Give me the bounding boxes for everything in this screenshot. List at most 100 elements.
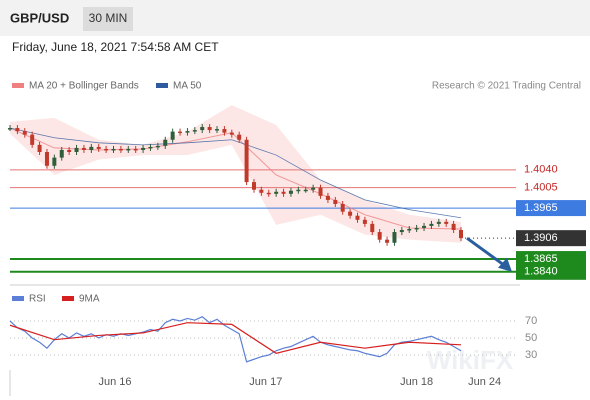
legend-label: MA 20 + Bollinger Bands (29, 81, 139, 92)
candle (74, 147, 79, 152)
candle (141, 147, 146, 150)
legend-label: RSI (29, 294, 46, 305)
level-badge (516, 263, 586, 280)
y-tick-label: 50 (525, 332, 537, 344)
candle (67, 149, 72, 152)
ma-line (9, 127, 462, 219)
candle (37, 144, 42, 152)
candle (318, 187, 323, 196)
candle (215, 129, 220, 131)
candle (96, 146, 101, 149)
candle (311, 187, 316, 190)
x-tick-label: Jun 16 (98, 376, 131, 388)
level-label: 1.3965 (524, 202, 558, 214)
interval-badge (83, 7, 133, 31)
candle (348, 211, 353, 216)
candle (52, 157, 57, 166)
candle (148, 146, 153, 149)
candle (200, 127, 205, 131)
y-tick-label: 70 (525, 315, 537, 327)
candle (111, 148, 116, 151)
bollinger-band (10, 105, 461, 243)
candle (392, 232, 397, 243)
interval: 30 MIN (89, 11, 128, 25)
candle (288, 190, 293, 194)
candle (133, 148, 138, 151)
candle (126, 148, 131, 151)
level-badge (516, 251, 586, 268)
candle (163, 139, 168, 146)
level-badge (516, 200, 586, 217)
candle (44, 152, 49, 166)
candle (274, 191, 279, 194)
watermark: WikiFX (427, 345, 514, 375)
forecast-arrowhead (498, 257, 512, 272)
level-label: 1.4005 (524, 182, 558, 194)
candle (207, 127, 212, 131)
candle (296, 189, 301, 192)
candle (104, 148, 109, 151)
candle (377, 232, 382, 240)
candle (325, 195, 330, 200)
candle (266, 192, 271, 195)
x-tick-label: Jun 18 (400, 376, 433, 388)
candle (30, 134, 35, 145)
level-label: 1.4040 (524, 164, 558, 176)
level-badge (516, 230, 586, 247)
rsi-line (9, 322, 462, 354)
candle (118, 148, 123, 151)
candle (340, 204, 345, 212)
x-tick-label: Jun 17 (249, 376, 282, 388)
candle (414, 227, 419, 230)
candle (281, 191, 286, 194)
candle (370, 223, 375, 233)
datetime: Friday, June 18, 2021 7:54:58 AM CET (12, 40, 219, 54)
candle (251, 182, 256, 190)
x-tick-label: Jun 24 (468, 376, 501, 388)
level-label: 1.3840 (524, 266, 558, 278)
candle (59, 149, 64, 158)
candle (170, 131, 175, 140)
candle (444, 221, 449, 224)
level-label: 1.3865 (524, 253, 558, 265)
candle (178, 131, 183, 134)
source: Research © 2021 Trading Central (432, 81, 581, 92)
symbol: GBP/USD (10, 10, 69, 25)
legend-label: MA 50 (173, 81, 202, 92)
candle (15, 128, 20, 132)
candle (185, 131, 190, 133)
candle (192, 130, 197, 132)
candle (407, 228, 412, 231)
candle (355, 215, 360, 220)
candle (422, 225, 427, 228)
candle (81, 147, 86, 150)
level-label: 1.3906 (524, 232, 558, 244)
legend-swatch (156, 83, 168, 88)
candle (399, 230, 404, 233)
legend-swatch (12, 83, 24, 88)
candle (259, 189, 264, 193)
forecast-arrow (466, 236, 506, 268)
legend-label: 9MA (79, 294, 100, 305)
candle (237, 134, 242, 140)
candle (451, 223, 456, 230)
candle (8, 128, 12, 130)
candle (333, 199, 338, 204)
y-tick-label: 30 (525, 349, 537, 361)
candle (155, 145, 160, 148)
candle (429, 223, 434, 226)
candle (229, 132, 234, 135)
legend-swatch (12, 296, 24, 301)
candle (459, 230, 463, 239)
rsi-line (9, 316, 462, 363)
candle (436, 221, 441, 224)
candle (362, 219, 367, 224)
candle (303, 189, 308, 192)
candle (385, 239, 390, 243)
legend-swatch (62, 296, 74, 301)
candle (222, 129, 227, 133)
candle (244, 139, 249, 183)
candle (22, 131, 27, 135)
candle (89, 146, 94, 150)
